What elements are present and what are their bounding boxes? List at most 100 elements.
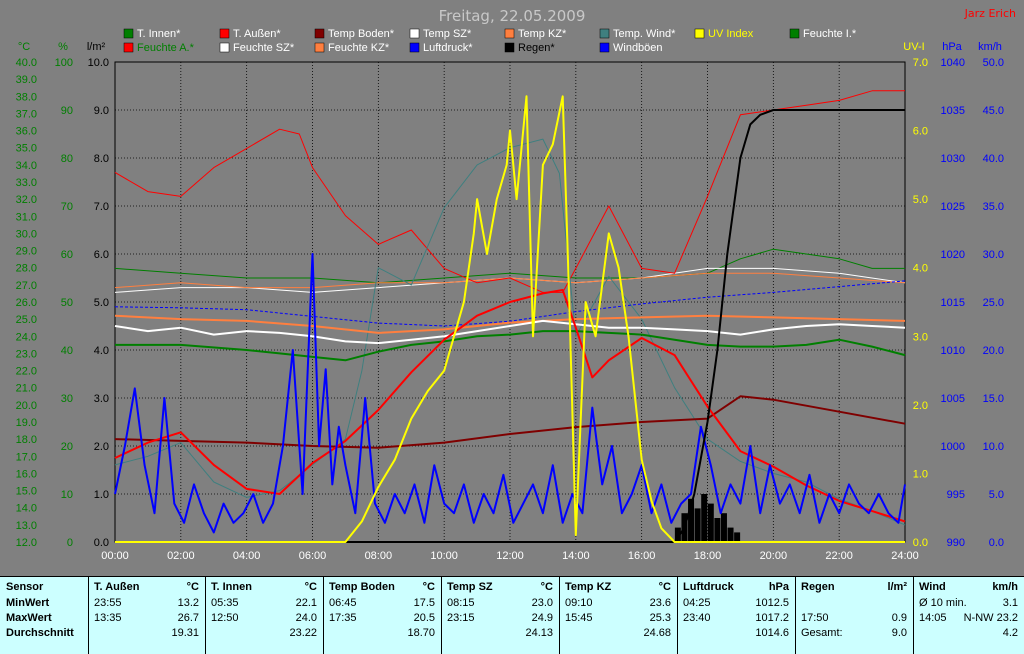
stat-header-sensor: Sensor [6, 581, 44, 593]
stat-label-min: MinWert [6, 597, 50, 609]
rain-tick-label: 3.0 [94, 393, 109, 405]
stat-unit: km/h [992, 581, 1018, 593]
x-tick-label: 14:00 [562, 550, 590, 562]
rain-tick-label: 10.0 [88, 57, 109, 69]
stat-max-value: 25.3 [649, 612, 671, 624]
rain-tick-label: 1.0 [94, 489, 109, 501]
stat-sensor-name: T. Innen [211, 581, 252, 593]
temp-tick-label: 23.0 [16, 348, 37, 360]
stat-separator [559, 577, 560, 654]
temp-tick-label: 19.0 [16, 417, 37, 429]
legend-swatch [504, 28, 515, 39]
stat-max-value: 1017.2 [755, 612, 789, 624]
stat-max-value: 0.9 [891, 612, 907, 624]
temp-tick-label: 21.0 [16, 383, 37, 395]
stat-min-value: 1012.5 [755, 597, 789, 609]
chart-title: Freitag, 22.05.2009 [439, 7, 586, 25]
rain-bar [694, 508, 701, 542]
series-line [114, 253, 906, 534]
stat-sensor-name: Temp Boden [329, 581, 395, 593]
grid [114, 61, 906, 543]
legend-item: Feuchte I.* [803, 28, 857, 40]
stat-min-time: 05:35 [211, 597, 239, 609]
stat-max-time: 13:35 [94, 612, 122, 624]
stat-column: Wind km/h Ø 10 min. 3.1 14:05 N-NW 23.2 4.2 [913, 581, 1024, 653]
hum-tick-label: 100 [55, 57, 73, 69]
uv-tick-label: 0.0 [913, 537, 928, 549]
x-tick-label: 04:00 [233, 550, 261, 562]
wind-tick-label: 10.0 [983, 441, 1004, 453]
rain-bar [674, 527, 681, 542]
stat-min-value: 3.1 [1002, 597, 1018, 609]
temp-tick-label: 33.0 [16, 177, 37, 189]
legend-swatch [409, 28, 420, 39]
stat-max-value: N-NW 23.2 [963, 612, 1018, 624]
temp-tick-label: 14.0 [16, 503, 37, 515]
temp-axis-unit: °C [18, 41, 30, 53]
series-line [115, 330, 906, 362]
rain-tick-label: 4.0 [94, 345, 109, 357]
series-line [115, 95, 905, 543]
stat-min-time: 04:25 [683, 597, 711, 609]
legend-item: Feuchte A.* [137, 42, 195, 54]
rain-tick-label: 7.0 [94, 201, 109, 213]
rain-bar [734, 532, 741, 542]
stat-max-value: 24.9 [531, 612, 553, 624]
press-tick-label: 995 [947, 489, 965, 501]
stat-unit: °C [186, 581, 199, 593]
stat-separator [677, 577, 678, 654]
temp-tick-label: 15.0 [16, 486, 37, 498]
stat-min-time: 08:15 [447, 597, 475, 609]
hum-tick-label: 70 [61, 201, 73, 213]
stat-column: T. Außen °C 23:55 13.2 13:35 26.7 19.31 [88, 581, 205, 653]
x-tick-label: 00:00 [101, 550, 129, 562]
legend-item: Temp SZ* [423, 28, 472, 40]
uv-tick-label: 3.0 [913, 331, 928, 343]
stat-separator [913, 577, 914, 654]
series-group [114, 90, 906, 543]
stat-column: Temp KZ °C 09:10 23.6 15:45 25.3 24.68 [559, 581, 677, 653]
stat-separator [88, 577, 89, 654]
x-tick-label: 06:00 [299, 550, 327, 562]
legend-swatch [504, 42, 515, 53]
stat-avg-value: 24.13 [525, 627, 553, 639]
legend-item: Feuchte KZ* [328, 42, 390, 54]
series-line [114, 289, 906, 523]
legend-item: UV Index [708, 28, 754, 40]
stat-column: Temp SZ °C 08:15 23.0 23:15 24.9 24.13 [441, 581, 559, 653]
legend-swatch [694, 28, 705, 39]
stat-column: Temp Boden °C 06:45 17.5 17:35 20.5 18.70 [323, 581, 441, 653]
press-axis-unit: hPa [942, 41, 962, 53]
series-line [114, 248, 905, 284]
stat-separator [441, 577, 442, 654]
stat-max-value: 26.7 [177, 612, 199, 624]
press-tick-label: 1015 [941, 297, 965, 309]
press-tick-label: 1010 [941, 345, 965, 357]
press-tick-label: 1025 [941, 201, 965, 213]
wind-tick-label: 45.0 [983, 105, 1004, 117]
x-tick-label: 24:00 [891, 550, 919, 562]
temp-tick-label: 39.0 [16, 74, 37, 86]
hum-tick-label: 80 [61, 153, 73, 165]
legend-item: Temp Boden* [328, 28, 395, 40]
hum-tick-label: 90 [61, 105, 73, 117]
press-tick-label: 1020 [941, 249, 965, 261]
stat-avg-value: 23.22 [289, 627, 317, 639]
stat-column: Regen l/m² 17:50 0.9 Gesamt: 9.0 [795, 581, 913, 653]
hum-tick-label: 30 [61, 393, 73, 405]
legend-swatch [123, 28, 134, 39]
temp-tick-label: 36.0 [16, 126, 37, 138]
rain-bar [707, 503, 714, 542]
temp-tick-label: 26.0 [16, 297, 37, 309]
legend-swatch [599, 42, 610, 53]
wind-axis-unit: km/h [978, 41, 1002, 53]
legend-item: Temp KZ* [518, 28, 567, 40]
temp-tick-label: 22.0 [16, 366, 37, 378]
stat-unit: l/m² [887, 581, 907, 593]
legend-item: T. Innen* [137, 28, 181, 40]
stat-avg-value: 4.2 [1002, 627, 1018, 639]
stat-min-value: 23.0 [531, 597, 553, 609]
x-tick-label: 18:00 [694, 550, 722, 562]
wind-tick-label: 50.0 [983, 57, 1004, 69]
stat-row-labels: Sensor MinWert MaxWert Durchschnitt [0, 581, 88, 653]
